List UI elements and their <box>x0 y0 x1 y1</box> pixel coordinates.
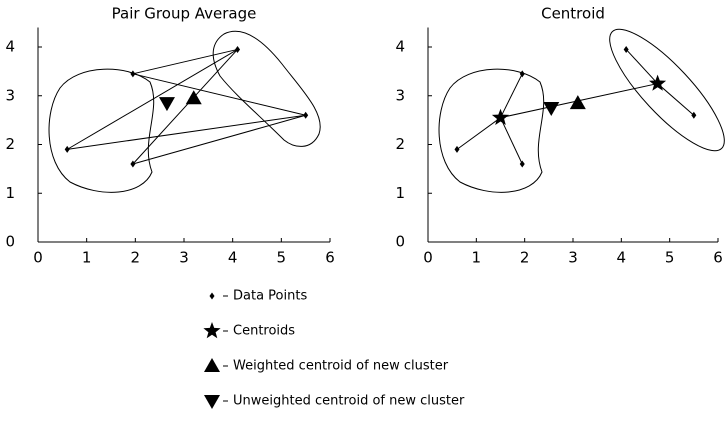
y-tick-label: 2 <box>5 135 15 153</box>
connector <box>657 83 695 116</box>
legend-label: Unweighted centroid of new cluster <box>233 394 465 409</box>
connector <box>456 117 501 150</box>
connector <box>132 49 238 165</box>
centroid: Centroids <box>491 108 510 125</box>
y-tick-label: 3 <box>395 86 405 104</box>
data-point: Data Points <box>691 111 697 119</box>
cluster-outline <box>48 68 155 193</box>
x-tick-label: 3 <box>179 249 189 267</box>
centroid: Centroids <box>649 74 667 91</box>
data-point: Data Points <box>303 111 309 119</box>
legend-label: Weighted centroid of new cluster <box>233 359 449 374</box>
weighted-centroid: Weighted centroid of new cluster <box>569 95 586 110</box>
data-point: Data Points <box>130 70 136 78</box>
y-tick-label: 4 <box>395 38 405 56</box>
legend-label: Centroids <box>233 324 295 339</box>
x-tick-label: 2 <box>520 249 530 267</box>
x-tick-label: 5 <box>277 249 287 267</box>
connector <box>132 114 306 165</box>
x-tick-label: 3 <box>568 249 578 267</box>
data-point: Data Points <box>519 160 525 168</box>
connector <box>66 49 238 150</box>
x-tick-label: 4 <box>228 249 238 267</box>
x-tick-label: 0 <box>33 249 43 267</box>
data-point: Data Points <box>64 145 70 153</box>
x-tick-label: 6 <box>713 249 723 267</box>
connector <box>500 117 523 165</box>
chart-title: Centroid <box>541 5 605 23</box>
y-tick-label: 4 <box>5 38 15 56</box>
data-point: Data Points <box>130 160 136 168</box>
y-tick-label: 1 <box>395 184 405 202</box>
weighted-centroid: Weighted centroid of new cluster <box>185 90 202 105</box>
connector <box>132 73 306 116</box>
data-point: Data Points <box>623 45 629 53</box>
legend-label: Data Points <box>233 289 307 304</box>
unweighted-centroid: Unweighted centroid of new cluster <box>158 97 175 112</box>
data-point: Data Points <box>519 70 525 78</box>
connector <box>132 48 238 75</box>
unweighted-centroid <box>204 395 220 409</box>
data-point <box>209 292 215 300</box>
connector <box>67 114 306 150</box>
chart-title: Pair Group Average <box>112 5 257 23</box>
weighted-centroid <box>204 358 220 372</box>
y-tick-label: 2 <box>395 135 405 153</box>
x-tick-label: 0 <box>423 249 433 267</box>
x-tick-label: 5 <box>665 249 675 267</box>
data-point: Data Points <box>454 145 460 153</box>
connector <box>500 73 523 118</box>
cluster-outline <box>609 28 725 152</box>
cluster-outline <box>212 30 321 147</box>
unweighted-centroid: Unweighted centroid of new cluster <box>543 101 560 116</box>
x-tick-label: 6 <box>325 249 335 267</box>
connector <box>625 49 658 84</box>
x-tick-label: 1 <box>472 249 482 267</box>
y-tick-label: 0 <box>395 233 405 251</box>
x-tick-label: 1 <box>82 249 92 267</box>
y-tick-label: 1 <box>5 184 15 202</box>
x-tick-label: 4 <box>617 249 627 267</box>
centroid <box>203 322 221 339</box>
y-tick-label: 3 <box>5 86 15 104</box>
data-point: Data Points <box>235 45 241 53</box>
y-tick-label: 0 <box>5 233 15 251</box>
x-tick-label: 2 <box>131 249 141 267</box>
cluster-outline <box>438 68 545 193</box>
